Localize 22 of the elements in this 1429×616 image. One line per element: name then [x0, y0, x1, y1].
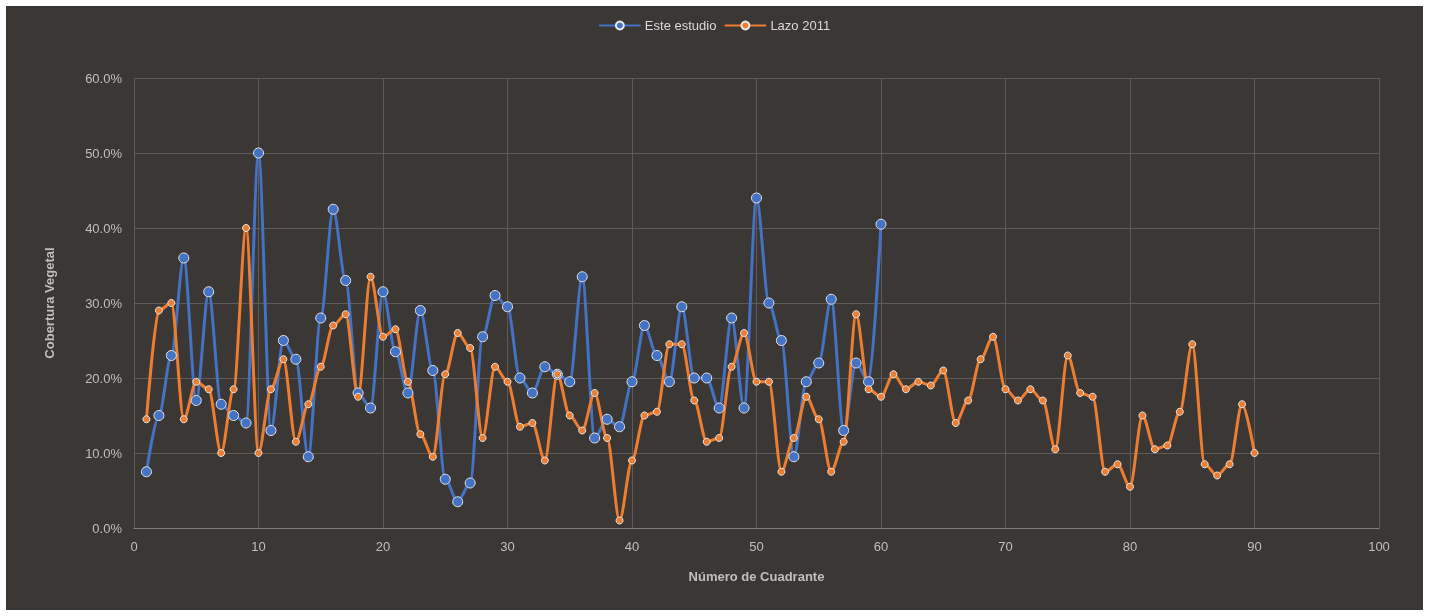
- x-tick-label: 20: [375, 539, 391, 554]
- legend-label: Este estudio: [644, 18, 717, 33]
- x-tick-label: 10: [251, 539, 266, 554]
- y-tick-label: 10.0%: [85, 445, 123, 461]
- x-tick-label: 0: [130, 539, 138, 554]
- x-tick-label: 100: [1368, 539, 1390, 554]
- y-tick-label: 50.0%: [85, 145, 123, 161]
- y-tick-label: 40.0%: [85, 220, 123, 236]
- y-tick-label: 20.0%: [85, 370, 123, 386]
- y-tick-label: 60.0%: [85, 70, 123, 86]
- x-tick-label: 80: [1122, 539, 1138, 554]
- x-tick-label: 90: [1247, 539, 1262, 554]
- y-axis-title: Cobertura Vegetal: [42, 247, 57, 359]
- x-tick-label: 70: [998, 539, 1013, 554]
- x-axis-title: Número de Cuadrante: [688, 569, 825, 584]
- y-tick-label: 0.0%: [92, 520, 123, 536]
- legend-label: Lazo 2011: [770, 18, 831, 33]
- x-tick-label: 30: [500, 539, 515, 554]
- x-tick-label: 50: [749, 539, 764, 554]
- x-tick-label: 40: [624, 539, 640, 554]
- y-tick-label: 30.0%: [85, 295, 123, 311]
- x-tick-label: 60: [873, 539, 889, 554]
